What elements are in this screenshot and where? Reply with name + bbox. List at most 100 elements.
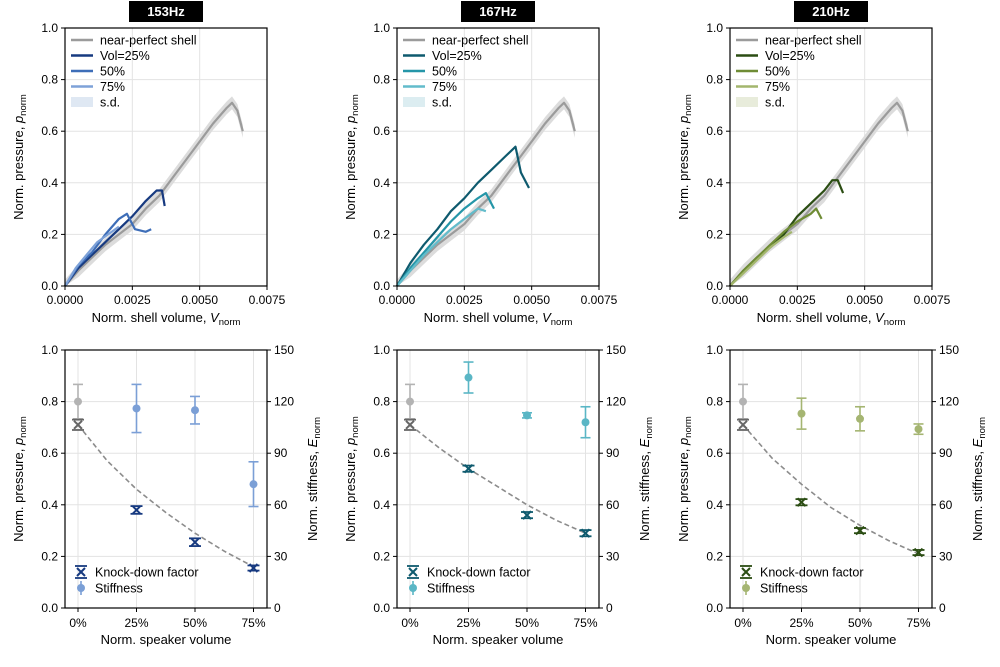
panel-title-box: [129, 1, 203, 22]
stiffness-point: [797, 409, 806, 418]
stiffness-point: [914, 425, 923, 434]
stiffness-point: [406, 397, 414, 406]
panel-title: 167Hz: [479, 4, 517, 19]
y-axis-label-subscript: norm: [683, 416, 694, 438]
legend-label: Vol=25%: [432, 49, 482, 63]
y-right-tick-label: 90: [274, 446, 288, 460]
y-axis-label-subscript: norm: [350, 94, 361, 116]
summary-panel-3: 0.0 0.2 0.4 0.6 0.8 1.0 0 30 60 90 120 150 0% 25% 50% 7…: [676, 343, 988, 647]
y-axis-label-symbol: p: [676, 116, 691, 124]
y-tick-label: 1.0: [373, 21, 390, 35]
x-axis-label: Norm. shell volume, Vnorm: [757, 310, 906, 328]
axes-frame: [729, 349, 933, 609]
legend-label: Knock-down factor: [427, 566, 531, 580]
legend-label: s.d.: [432, 96, 452, 110]
y-axis-label-symbol: p: [11, 438, 26, 446]
legend-swatch-band: [71, 97, 93, 107]
y-axis-label: Norm. pressure, pnorm: [11, 416, 29, 542]
y-tick-label: 0.8: [41, 73, 58, 87]
legend-kd-marker: [741, 567, 751, 577]
y-tick-label: 1.0: [373, 343, 390, 357]
y-right-tick-label: 90: [939, 446, 953, 460]
y-axis-label: Norm. pressure, pnorm: [11, 94, 29, 220]
y-right-tick-label: 60: [274, 498, 288, 512]
panel-title: 210Hz: [812, 4, 850, 19]
x-tick-label: 0.0000: [712, 293, 749, 307]
x-axis-label-text: Norm. shell volume,: [757, 310, 875, 325]
y-axis-label: Norm. pressure, pnorm: [343, 94, 361, 220]
y-axis-label-symbol: p: [343, 438, 358, 446]
y-axis-label: Norm. pressure, pnorm: [676, 416, 694, 542]
y-tick-label: 0.6: [41, 446, 58, 460]
y-tick-label: 0.2: [706, 549, 723, 563]
y-tick-label: 0.0: [41, 601, 58, 615]
legend-label: 50%: [432, 65, 457, 79]
y-axis-label: Norm. pressure, pnorm: [343, 416, 361, 542]
x-tick-label: 75%: [241, 616, 265, 630]
y-axis-label-subscript: norm: [683, 94, 694, 116]
y-tick-label: 0.0: [373, 601, 390, 615]
legend-st-marker: [742, 584, 750, 592]
stiffness-point: [74, 397, 82, 406]
y-tick-label: 0.6: [41, 124, 58, 138]
y-tick-label: 0.0: [706, 601, 723, 615]
y-right-axis-label-symbol: E: [970, 438, 985, 447]
y-right-tick-label: 120: [939, 395, 959, 409]
y-tick-label: 0.6: [706, 124, 723, 138]
y-right-tick-label: 60: [939, 498, 953, 512]
stiffness-point: [739, 397, 747, 406]
legend-label: near-perfect shell: [100, 34, 197, 48]
x-axis-label-subscript: norm: [219, 317, 241, 328]
y-axis-label-text: Norm. pressure,: [343, 123, 358, 220]
knockdown-marker: [913, 547, 924, 558]
y-right-tick-label: 150: [274, 343, 294, 357]
y-right-axis-label-text: Norm. stiffness,: [305, 447, 320, 541]
legend-st-marker: [409, 584, 417, 592]
y-right-axis-label-text: Norm. stiffness,: [970, 447, 985, 541]
y-right-axis-label-symbol: E: [305, 438, 320, 447]
legend-label: 75%: [432, 80, 457, 94]
series-line-3: [64, 225, 120, 287]
stiffness-point: [249, 480, 258, 489]
knockdown-marker: [855, 525, 865, 536]
series-line-0: [396, 101, 576, 287]
y-tick-label: 0.4: [41, 176, 58, 190]
x-axis-label-symbol: V: [875, 310, 885, 325]
knockdown-marker: [796, 497, 807, 507]
stiffness-point: [191, 406, 199, 415]
legend-label: s.d.: [100, 96, 120, 110]
knockdown-marker: [73, 420, 83, 430]
y-tick-label: 1.0: [706, 21, 723, 35]
knockdown-marker: [131, 505, 142, 515]
x-tick-label: 50%: [183, 616, 207, 630]
y-tick-label: 0.4: [41, 498, 58, 512]
y-tick-label: 0.2: [373, 549, 390, 563]
x-tick-label: 25%: [789, 616, 813, 630]
y-tick-label: 0.8: [373, 73, 390, 87]
legend-label: Vol=25%: [765, 49, 815, 63]
x-tick-label: 0.0050: [181, 293, 218, 307]
y-right-axis-label-symbol: E: [637, 438, 652, 447]
x-axis-label: Norm. speaker volume: [101, 632, 232, 647]
y-right-tick-label: 30: [274, 549, 288, 563]
x-axis-label-text: Norm. shell volume,: [92, 310, 210, 325]
x-tick-label: 0.0025: [779, 293, 816, 307]
y-right-axis-label-text: Norm. stiffness,: [637, 447, 652, 541]
x-tick-label: 0%: [734, 616, 752, 630]
legend-kd-marker: [76, 567, 86, 577]
x-axis-label-symbol: V: [542, 310, 552, 325]
fit-line: [742, 424, 919, 555]
y-tick-label: 0.8: [706, 395, 723, 409]
y-axis-label-subscript: norm: [350, 416, 361, 438]
y-right-axis-label: Norm. stiffness, Enorm: [637, 417, 655, 541]
legend-label: Knock-down factor: [760, 566, 864, 580]
y-right-tick-label: 0: [274, 601, 281, 615]
series-line-3: [729, 230, 793, 287]
y-right-tick-label: 150: [606, 343, 626, 357]
y-axis-label: Norm. pressure, pnorm: [676, 94, 694, 220]
y-right-tick-label: 60: [606, 498, 620, 512]
curve-panel-2: 167Hz 0.0 0.2 0.4 0.6 0.8 1.0 0.0000 0.0025 0.005…: [343, 1, 618, 328]
series-line-0: [64, 101, 244, 287]
panel-title-box: [461, 1, 535, 22]
x-tick-label: 0.0050: [513, 293, 550, 307]
